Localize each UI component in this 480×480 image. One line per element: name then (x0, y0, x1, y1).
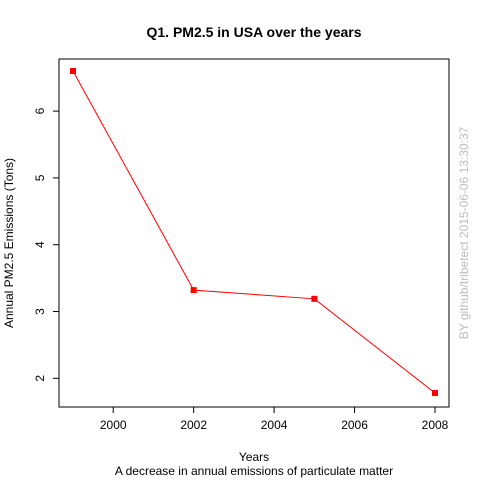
y-tick-label: 6 (33, 107, 47, 114)
data-point (70, 68, 76, 74)
x-tick-label: 2000 (100, 418, 127, 432)
x-tick-label: 2006 (341, 418, 368, 432)
y-axis-label: Annual PM2.5 Emissions (Tons) (2, 158, 16, 328)
x-tick-label: 2004 (261, 418, 288, 432)
plot-area (58, 58, 450, 408)
data-point (311, 295, 318, 302)
y-tick-label: 5 (33, 174, 47, 181)
x-axis-label: Years (239, 450, 269, 464)
y-tick-label: 3 (33, 308, 47, 315)
y-axis: 2 3 4 5 6 (33, 107, 59, 382)
data-point (190, 287, 197, 294)
x-axis: 2000 2002 2004 2006 2008 (100, 407, 449, 432)
y-tick-label: 2 (33, 375, 47, 382)
x-tick-label: 2002 (180, 418, 207, 432)
series-line (72, 70, 436, 394)
data-series (70, 68, 438, 396)
x-tick-label: 2008 (422, 418, 449, 432)
y-tick-label: 4 (33, 241, 47, 248)
chart-subtitle: A decrease in annual emissions of partic… (115, 464, 393, 478)
chart-title: Q1. PM2.5 in USA over the years (146, 24, 361, 40)
watermark: BY github/tribetect 2015-06-06 13:30:37 (457, 126, 471, 339)
data-point (432, 390, 438, 396)
